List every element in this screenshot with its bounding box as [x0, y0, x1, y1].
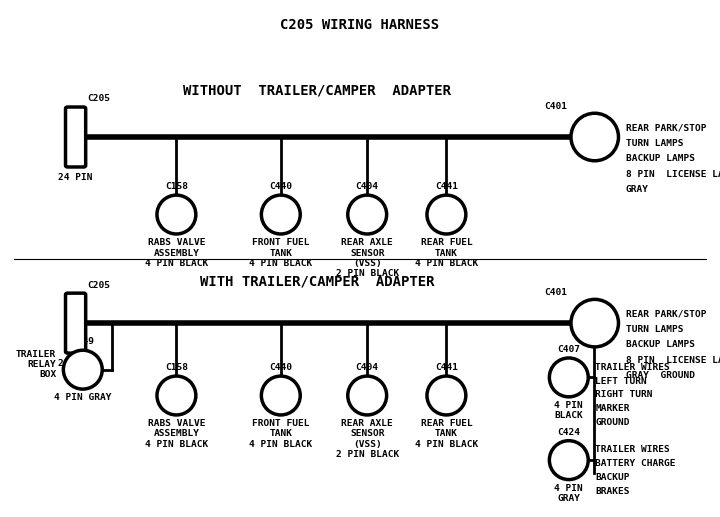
Text: C424: C424 [557, 428, 580, 436]
Text: FRONT FUEL
TANK
4 PIN BLACK: FRONT FUEL TANK 4 PIN BLACK [249, 238, 312, 268]
Ellipse shape [157, 376, 196, 415]
Ellipse shape [348, 195, 387, 234]
FancyBboxPatch shape [66, 107, 86, 167]
Text: GRAY: GRAY [626, 185, 649, 194]
Text: TRAILER WIRES: TRAILER WIRES [595, 445, 670, 454]
Ellipse shape [348, 376, 387, 415]
Ellipse shape [549, 358, 588, 397]
Text: REAR AXLE
SENSOR
(VSS)
2 PIN BLACK: REAR AXLE SENSOR (VSS) 2 PIN BLACK [336, 419, 399, 459]
Ellipse shape [427, 195, 466, 234]
Text: 4 PIN GRAY: 4 PIN GRAY [54, 393, 112, 402]
Text: C407: C407 [557, 345, 580, 354]
Text: TURN LAMPS: TURN LAMPS [626, 139, 683, 148]
Text: FRONT FUEL
TANK
4 PIN BLACK: FRONT FUEL TANK 4 PIN BLACK [249, 419, 312, 449]
Text: C404: C404 [356, 182, 379, 191]
Text: LEFT TURN: LEFT TURN [595, 376, 647, 386]
Ellipse shape [427, 376, 466, 415]
Text: BACKUP: BACKUP [595, 473, 630, 482]
Text: C440: C440 [269, 182, 292, 191]
Text: RABS VALVE
ASSEMBLY
4 PIN BLACK: RABS VALVE ASSEMBLY 4 PIN BLACK [145, 419, 208, 449]
Ellipse shape [571, 113, 618, 161]
Text: C441: C441 [435, 182, 458, 191]
Text: REAR FUEL
TANK
4 PIN BLACK: REAR FUEL TANK 4 PIN BLACK [415, 419, 478, 449]
Text: BACKUP LAMPS: BACKUP LAMPS [626, 154, 695, 163]
Text: MARKER: MARKER [595, 404, 630, 414]
Text: BACKUP LAMPS: BACKUP LAMPS [626, 340, 695, 349]
Text: GRAY  GROUND: GRAY GROUND [626, 371, 695, 381]
Ellipse shape [549, 440, 588, 480]
Text: BRAKES: BRAKES [595, 487, 630, 496]
Ellipse shape [261, 376, 300, 415]
Text: BATTERY CHARGE: BATTERY CHARGE [595, 459, 676, 468]
Text: C401: C401 [544, 102, 567, 111]
Text: 4 PIN
BLACK: 4 PIN BLACK [554, 401, 583, 420]
Text: 24 PIN: 24 PIN [58, 359, 93, 368]
Text: 24 PIN: 24 PIN [58, 173, 93, 182]
Text: RIGHT TURN: RIGHT TURN [595, 390, 653, 400]
Text: C205: C205 [87, 281, 110, 290]
Text: WITH TRAILER/CAMPER  ADAPTER: WITH TRAILER/CAMPER ADAPTER [199, 275, 434, 289]
Text: C404: C404 [356, 363, 379, 372]
Ellipse shape [571, 299, 618, 347]
Text: C205 WIRING HARNESS: C205 WIRING HARNESS [280, 18, 440, 32]
Text: TRAILER
RELAY
BOX: TRAILER RELAY BOX [16, 349, 56, 379]
Text: C158: C158 [165, 182, 188, 191]
Text: C149: C149 [71, 337, 94, 346]
Text: REAR PARK/STOP: REAR PARK/STOP [626, 309, 706, 318]
Text: C401: C401 [544, 288, 567, 297]
Text: WITHOUT  TRAILER/CAMPER  ADAPTER: WITHOUT TRAILER/CAMPER ADAPTER [183, 83, 451, 98]
Text: C441: C441 [435, 363, 458, 372]
Ellipse shape [157, 195, 196, 234]
Ellipse shape [63, 350, 102, 389]
Text: C440: C440 [269, 363, 292, 372]
Text: C158: C158 [165, 363, 188, 372]
Text: REAR AXLE
SENSOR
(VSS)
2 PIN BLACK: REAR AXLE SENSOR (VSS) 2 PIN BLACK [336, 238, 399, 278]
Text: C205: C205 [87, 95, 110, 103]
Text: RABS VALVE
ASSEMBLY
4 PIN BLACK: RABS VALVE ASSEMBLY 4 PIN BLACK [145, 238, 208, 268]
Text: TURN LAMPS: TURN LAMPS [626, 325, 683, 334]
Ellipse shape [261, 195, 300, 234]
Text: 8 PIN  LICENSE LAMPS: 8 PIN LICENSE LAMPS [626, 356, 720, 365]
Text: 4 PIN
GRAY: 4 PIN GRAY [554, 484, 583, 503]
Text: GROUND: GROUND [595, 418, 630, 428]
Text: REAR FUEL
TANK
4 PIN BLACK: REAR FUEL TANK 4 PIN BLACK [415, 238, 478, 268]
Text: TRAILER WIRES: TRAILER WIRES [595, 362, 670, 372]
Text: 8 PIN  LICENSE LAMPS: 8 PIN LICENSE LAMPS [626, 170, 720, 179]
Text: REAR PARK/STOP: REAR PARK/STOP [626, 123, 706, 132]
FancyBboxPatch shape [66, 293, 86, 353]
